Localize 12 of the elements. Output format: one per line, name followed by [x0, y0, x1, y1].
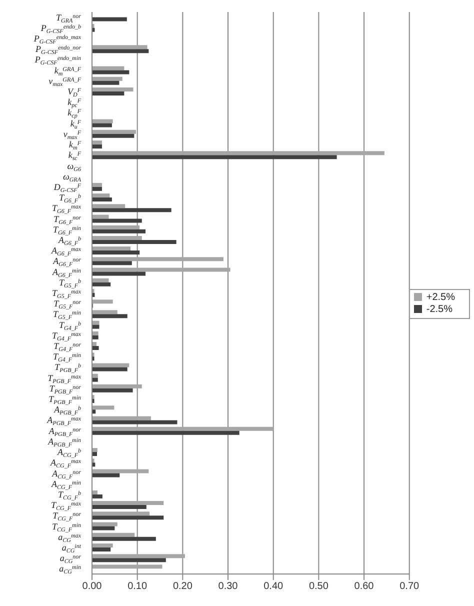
x-tick-label: 0.30 [218, 581, 238, 592]
x-tick-label: 0.40 [264, 581, 284, 592]
legend-label: -2.5% [426, 304, 452, 315]
x-tick-label: 0.60 [354, 581, 374, 592]
x-tick-label: 0.50 [308, 581, 329, 592]
x-tick-label: 0.20 [172, 581, 193, 592]
y-tick-label: ω$_{G6}$ [67, 160, 81, 173]
x-tick-label: 0.10 [128, 581, 148, 592]
y-tick-label: ω$_{GRA}$ [62, 171, 82, 184]
x-tick-label: 0.70 [400, 581, 420, 592]
x-tick-label: 0.00 [82, 581, 102, 592]
legend-label: +2.5% [426, 292, 455, 303]
